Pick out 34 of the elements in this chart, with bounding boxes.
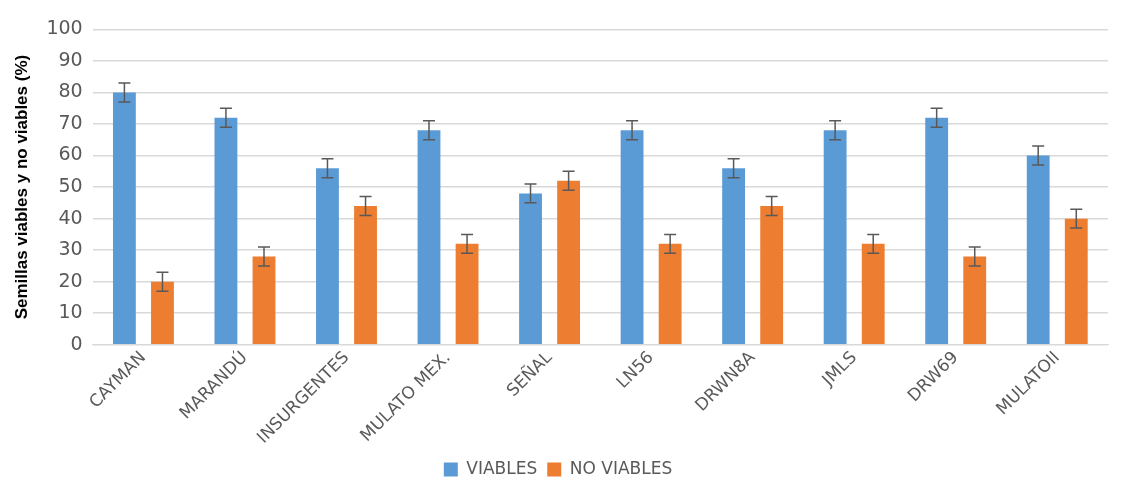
y-tick-label: 20 xyxy=(58,268,83,291)
y-tick-label: 60 xyxy=(58,142,83,165)
bar xyxy=(1026,155,1050,345)
y-tick-label: 100 xyxy=(46,16,83,39)
bar xyxy=(823,130,847,345)
legend-label: NO VIABLES xyxy=(569,457,673,478)
bar xyxy=(557,180,581,345)
bar xyxy=(620,130,644,345)
y-tick-label: 90 xyxy=(58,47,83,70)
y-tick-label: 0 xyxy=(70,331,83,354)
bar xyxy=(354,206,377,345)
bar xyxy=(151,281,174,345)
y-tick-label: 30 xyxy=(58,237,83,260)
bar xyxy=(417,130,441,345)
bar xyxy=(112,92,136,345)
y-tick-label: 10 xyxy=(58,300,83,323)
y-tick-label: 50 xyxy=(58,174,83,197)
bar xyxy=(1064,218,1088,345)
bar xyxy=(925,117,949,345)
bar xyxy=(214,117,238,345)
legend-label: VIABLES xyxy=(466,457,538,478)
bar xyxy=(455,243,479,345)
bar xyxy=(861,243,885,345)
bar xyxy=(963,256,987,345)
bar xyxy=(722,168,746,345)
bar xyxy=(760,206,784,345)
bar xyxy=(658,243,682,345)
bar xyxy=(252,256,276,345)
y-tick-label: 70 xyxy=(58,110,83,133)
y-tick-label: 40 xyxy=(58,205,83,228)
y-tick-label: 80 xyxy=(58,79,83,102)
bar xyxy=(316,168,339,345)
bar xyxy=(519,193,542,345)
y-axis-title: Semillas viables y no viables (%) xyxy=(11,54,31,320)
